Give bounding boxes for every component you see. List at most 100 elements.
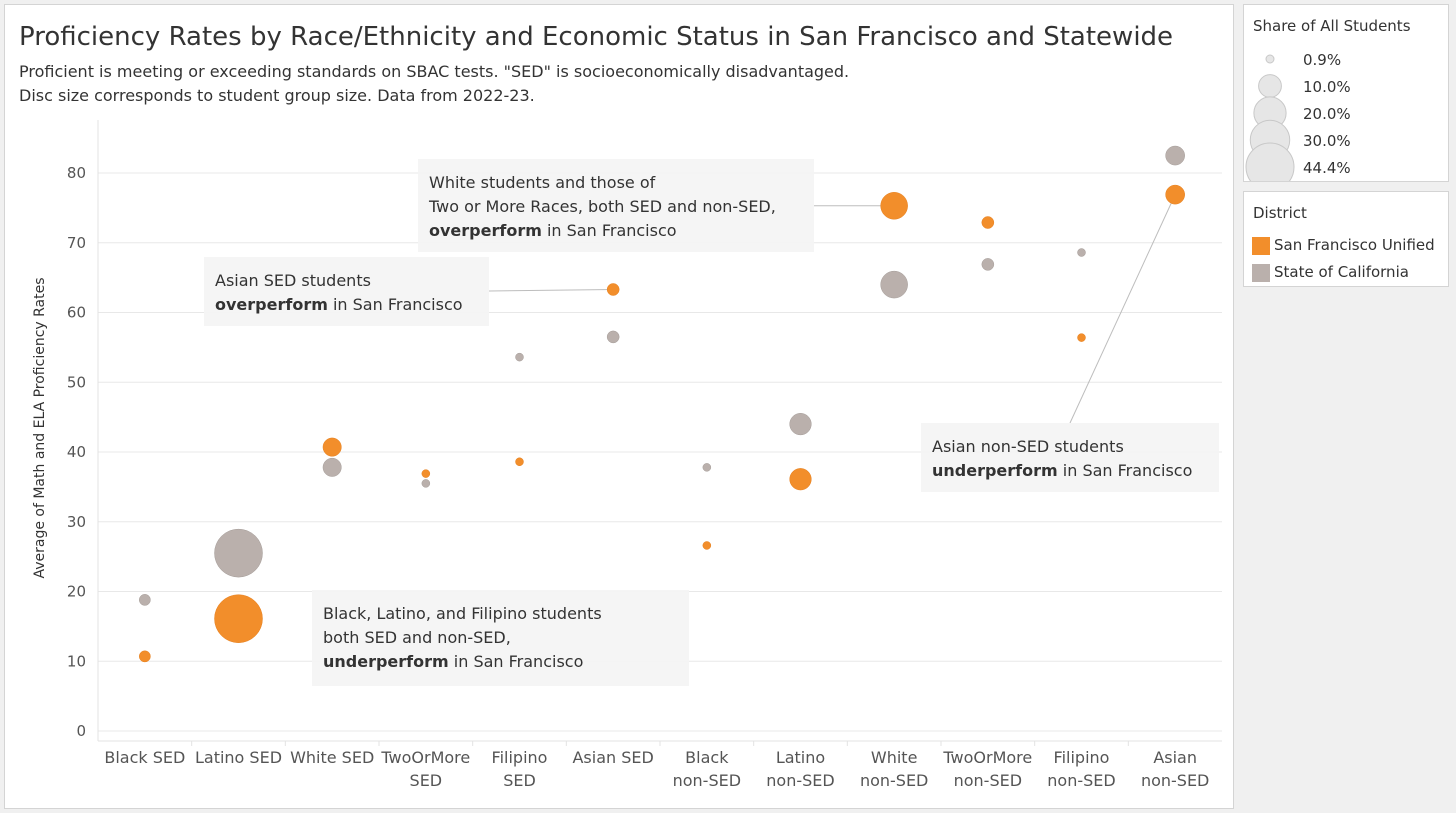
y-tick-label: 70	[67, 234, 86, 252]
size-legend-label: 0.9%	[1303, 51, 1341, 69]
x-tick-label: non-SED	[673, 771, 741, 790]
annotation-line: Black, Latino, and Filipino students	[323, 602, 678, 626]
y-tick-label: 10	[67, 652, 86, 670]
annotation-asian-sed: Asian SED students overperform in San Fra…	[204, 257, 489, 326]
x-tick-label: Black SED	[104, 748, 185, 767]
axes: 0 10 20 30 40 50 60 70 80 Black SED Latino SED Whit…	[67, 120, 1222, 790]
legend-label-san-francisco: San Francisco Unified	[1274, 236, 1435, 254]
legend-swatch-california	[1252, 264, 1270, 282]
annotation-text: Two or More Races, both SED and non-SED,	[429, 197, 776, 216]
annotation-text: Asian non-SED students	[932, 437, 1124, 456]
point-california-3	[421, 479, 431, 488]
size-legend-discs: 0.9% 10.0% 20.0% 30.0% 44.4%	[1245, 51, 1351, 181]
annotation-line: overperform in San Francisco	[429, 219, 803, 243]
point-san-francisco-2	[322, 437, 342, 457]
annotation-text: in San Francisco	[541, 221, 677, 240]
legend-label-california: State of California	[1274, 263, 1409, 281]
x-tick-label: non-SED	[1047, 771, 1115, 790]
size-legend-label: 10.0%	[1303, 78, 1351, 96]
size-legend-label: 20.0%	[1303, 105, 1351, 123]
point-san-francisco-7	[789, 468, 812, 491]
x-tick-label: SED	[410, 771, 443, 790]
y-tick-label: 80	[67, 164, 86, 182]
annotation-text: both SED and non-SED,	[323, 628, 511, 647]
point-california-8	[880, 270, 908, 299]
annotation-line: underperform in San Francisco	[323, 650, 678, 674]
x-tick-label: non-SED	[954, 771, 1022, 790]
annotation-asian-non-sed: Asian non-SED students underperform in Sa…	[921, 423, 1219, 492]
x-tick-label: White SED	[290, 748, 374, 767]
x-tick-label: Black	[685, 748, 729, 767]
y-tick-label: 50	[67, 373, 86, 391]
point-san-francisco-1	[214, 594, 263, 643]
point-san-francisco-9	[981, 216, 995, 229]
x-tick-label: non-SED	[860, 771, 928, 790]
annotation-black-latino-filipino: Black, Latino, and Filipino students both…	[312, 590, 689, 686]
scatter-plot: 0 10 20 30 40 50 60 70 80 Black SED Latino SED Whit…	[67, 120, 1222, 790]
annotation-text: in San Francisco	[448, 652, 584, 671]
point-california-5	[606, 330, 620, 344]
size-legend-disc	[1258, 74, 1282, 98]
y-tick-label: 0	[76, 722, 86, 740]
point-california-6	[702, 463, 712, 472]
x-tick-label: White	[871, 748, 918, 767]
legend-swatch-san-francisco	[1252, 237, 1270, 255]
point-san-francisco-10	[1077, 333, 1086, 342]
chart-subtitle-line-2: Disc size corresponds to student group s…	[19, 86, 535, 105]
y-tick-label: 20	[67, 583, 86, 601]
annotation-emphasis: underperform	[323, 652, 449, 671]
point-san-francisco-5	[606, 283, 620, 296]
point-california-1	[214, 528, 263, 578]
x-tick-label: non-SED	[766, 771, 834, 790]
x-tick-label: Latino	[776, 748, 825, 767]
annotation-emphasis: overperform	[215, 295, 328, 314]
point-california-0	[139, 594, 151, 606]
size-legend-disc	[1265, 54, 1275, 64]
chart-title: Proficiency Rates by Race/Ethnicity and …	[19, 22, 1174, 52]
point-san-francisco-3	[421, 469, 431, 478]
point-california-4	[515, 352, 524, 362]
annotation-line: White students and those of	[429, 171, 803, 195]
x-tick-label: SED	[503, 771, 536, 790]
size-legend-label: 30.0%	[1303, 132, 1351, 150]
annotation-line: both SED and non-SED,	[323, 626, 678, 650]
annotation-line: overperform in San Francisco	[215, 293, 478, 317]
size-legend-title: Share of All Students	[1253, 17, 1411, 35]
color-legend: District San Francisco Unified State of …	[1243, 191, 1449, 287]
point-san-francisco-11	[1165, 184, 1185, 205]
point-california-9	[981, 258, 995, 271]
x-tick-label: TwoOrMore	[942, 748, 1032, 767]
color-legend-title: District	[1253, 204, 1307, 222]
x-tick-label: non-SED	[1141, 771, 1209, 790]
annotation-text: White students and those of	[429, 173, 656, 192]
size-legend: Share of All Students 0.9% 10.0% 20.0% 30.0…	[1243, 4, 1449, 182]
y-tick-label: 40	[67, 443, 86, 461]
point-san-francisco-4	[515, 457, 524, 467]
point-california-7	[789, 413, 812, 436]
annotation-line: Asian non-SED students	[932, 435, 1208, 459]
annotation-text: in San Francisco	[327, 295, 463, 314]
data-points	[139, 145, 1185, 663]
x-tick-label: Latino SED	[195, 748, 282, 767]
x-tick-label: Filipino	[1054, 748, 1110, 767]
annotation-text: Black, Latino, and Filipino students	[323, 604, 602, 623]
connector-asian-non-sed	[1069, 194, 1176, 424]
y-tick-label: 30	[67, 513, 86, 531]
connector-asian-sed	[488, 288, 614, 292]
chart-subtitle-line-1: Proficient is meeting or exceeding stand…	[19, 62, 850, 81]
annotation-line: underperform in San Francisco	[932, 459, 1208, 483]
point-san-francisco-8	[880, 192, 908, 220]
point-california-11	[1165, 145, 1185, 166]
size-legend-label: 44.4%	[1303, 159, 1351, 177]
point-california-10	[1077, 248, 1086, 257]
annotation-text: Asian SED students	[215, 271, 371, 290]
x-tick-label: TwoOrMore	[380, 748, 470, 767]
x-tick-label: Asian SED	[572, 748, 653, 767]
annotation-line: Asian SED students	[215, 269, 478, 293]
point-california-2	[322, 457, 342, 477]
annotation-emphasis: overperform	[429, 221, 542, 240]
x-tick-label: Filipino	[492, 748, 548, 767]
annotation-line: Two or More Races, both SED and non-SED,	[429, 195, 803, 219]
annotation-text: in San Francisco	[1057, 461, 1193, 480]
point-san-francisco-6	[702, 541, 712, 550]
